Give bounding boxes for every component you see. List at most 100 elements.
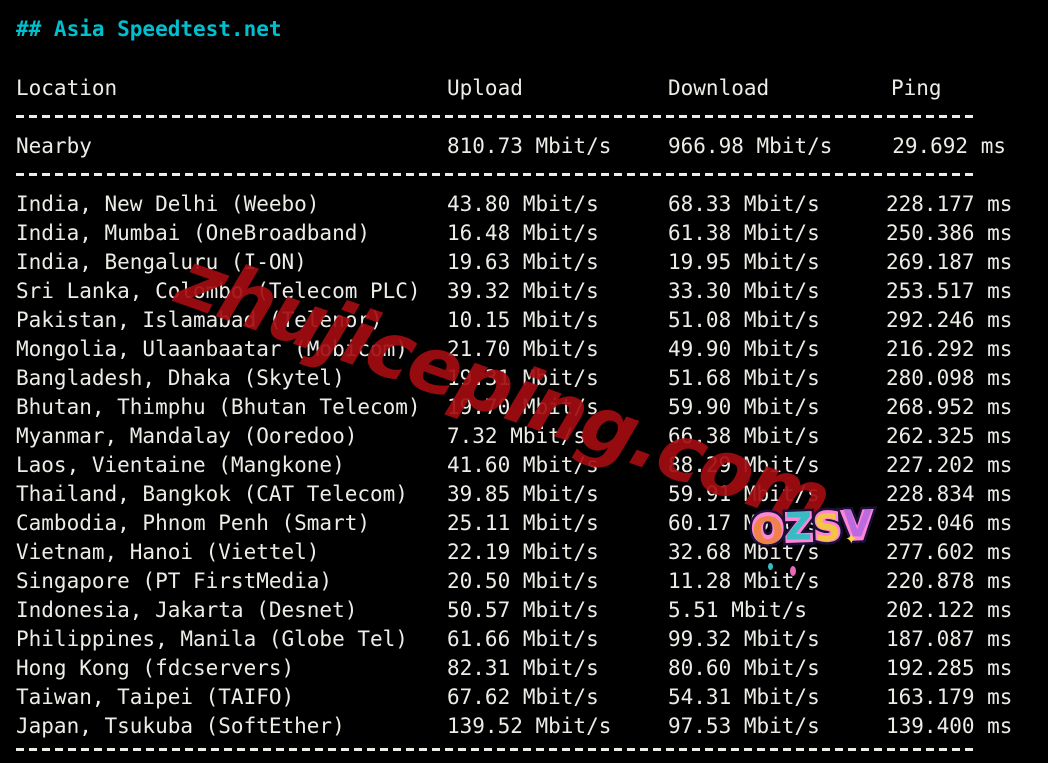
download-cell: 54.31 Mbit/s	[668, 685, 820, 709]
upload-cell: 19.70 Mbit/s	[447, 395, 599, 419]
download-cell: 51.08 Mbit/s	[668, 308, 820, 332]
ping-cell: 268.952 ms	[886, 395, 1013, 419]
download-cell: 60.17 Mbit/s	[668, 511, 820, 535]
upload-cell: 139.52 Mbit/s	[447, 714, 612, 738]
ping-cell: 252.046 ms	[886, 511, 1013, 535]
download-cell: 59.91 Mbit/s	[668, 482, 820, 506]
download-cell: 33.30 Mbit/s	[668, 279, 820, 303]
separator-line	[16, 115, 978, 118]
location-cell: Indonesia, Jakarta (Desnet)	[16, 598, 358, 622]
header-download: Download	[668, 76, 770, 100]
location-cell: Vietnam, Hanoi (Viettel)	[16, 540, 320, 564]
table-row: Mongolia, Ulaanbaatar (Mobicom) 21.70 Mbi…	[0, 335, 1048, 364]
upload-cell: 41.60 Mbit/s	[447, 453, 599, 477]
table-row: Bhutan, Thimphu (Bhutan Telecom) 19.70 Mb…	[0, 393, 1048, 422]
sticker-letter: Z	[785, 505, 815, 549]
ping-cell: 250.386 ms	[886, 221, 1013, 245]
upload-cell: 21.70 Mbit/s	[447, 337, 599, 361]
download-cell: 61.38 Mbit/s	[668, 221, 820, 245]
location-cell: Bangladesh, Dhaka (Skytel)	[16, 366, 345, 390]
table-row: Thailand, Bangkok (CAT Telecom) 39.85 Mbi…	[0, 480, 1048, 509]
location-cell: India, New Delhi (Weebo)	[16, 192, 320, 216]
upload-cell: 61.66 Mbit/s	[447, 627, 599, 651]
upload-cell: 16.48 Mbit/s	[447, 221, 599, 245]
ping-cell: 202.122 ms	[886, 598, 1013, 622]
ping-cell: 216.292 ms	[886, 337, 1013, 361]
ping-cell: 277.602 ms	[886, 540, 1013, 564]
download-cell: 66.38 Mbit/s	[668, 424, 820, 448]
download-cell: 80.60 Mbit/s	[668, 656, 820, 680]
download-cell: 19.95 Mbit/s	[668, 250, 820, 274]
location-cell: Sri Lanka, Colombo (Telecom PLC)	[16, 279, 421, 303]
download-cell: 49.90 Mbit/s	[668, 337, 820, 361]
ping-cell: 227.202 ms	[886, 453, 1013, 477]
download-cell: 59.90 Mbit/s	[668, 395, 820, 419]
upload-cell: 39.32 Mbit/s	[447, 279, 599, 303]
ping-cell: 269.187 ms	[886, 250, 1013, 274]
nearby-row-wrap: Nearby 810.73 Mbit/s 966.98 Mbit/s 29.692 m…	[0, 132, 1048, 161]
download-cell: 99.32 Mbit/s	[668, 627, 820, 651]
download-cell: 68.33 Mbit/s	[668, 192, 820, 216]
ping-cell: 187.087 ms	[886, 627, 1013, 651]
ping-cell: 228.177 ms	[886, 192, 1013, 216]
header-ping: Ping	[891, 76, 942, 100]
ping-cell: 253.517 ms	[886, 279, 1013, 303]
upload-cell: 20.50 Mbit/s	[447, 569, 599, 593]
location-cell: Thailand, Bangkok (CAT Telecom)	[16, 482, 408, 506]
location-cell: Nearby	[16, 134, 92, 158]
download-cell: 32.68 Mbit/s	[668, 540, 820, 564]
ping-cell: 228.834 ms	[886, 482, 1013, 506]
location-cell: Cambodia, Phnom Penh (Smart)	[16, 511, 371, 535]
table-row: India, Mumbai (OneBroadband) 16.48 Mbit/s…	[0, 219, 1048, 248]
ping-cell: 262.325 ms	[886, 424, 1013, 448]
location-cell: Taiwan, Taipei (TAIFO)	[16, 685, 295, 709]
location-cell: Philippines, Manila (Globe Tel)	[16, 627, 408, 651]
location-cell: Mongolia, Ulaanbaatar (Mobicom)	[16, 337, 408, 361]
download-cell: 51.68 Mbit/s	[668, 366, 820, 390]
ping-cell: 292.246 ms	[886, 308, 1013, 332]
ping-cell: 280.098 ms	[886, 366, 1013, 390]
table-row: Sri Lanka, Colombo (Telecom PLC) 39.32 Mb…	[0, 277, 1048, 306]
location-cell: Myanmar, Mandalay (Ooredoo)	[16, 424, 358, 448]
table-row: India, New Delhi (Weebo) 43.80 Mbit/s 68.3…	[0, 190, 1048, 219]
table-row: Pakistan, Islamabad (Telenor) 10.15 Mbit/…	[0, 306, 1048, 335]
ping-cell: 139.400 ms	[886, 714, 1013, 738]
table-body: India, New Delhi (Weebo) 43.80 Mbit/s 68.3…	[0, 190, 1048, 741]
upload-cell: 22.19 Mbit/s	[447, 540, 599, 564]
upload-cell: 82.31 Mbit/s	[447, 656, 599, 680]
separator-line	[16, 173, 978, 176]
table-row: Bangladesh, Dhaka (Skytel) 19.31 Mbit/s 51…	[0, 364, 1048, 393]
location-cell: Pakistan, Islamabad (Telenor)	[16, 308, 383, 332]
table-row: Laos, Vientaine (Mangkone) 41.60 Mbit/s 88…	[0, 451, 1048, 480]
paint-drip	[768, 563, 773, 570]
location-cell: Singapore (PT FirstMedia)	[16, 569, 333, 593]
upload-cell: 25.11 Mbit/s	[447, 511, 599, 535]
header-upload: Upload	[447, 76, 523, 100]
paint-drip	[790, 566, 796, 576]
table-row: Indonesia, Jakarta (Desnet) 50.57 Mbit/s 5…	[0, 596, 1048, 625]
location-cell: Hong Kong (fdcservers)	[16, 656, 295, 680]
upload-cell: 810.73 Mbit/s	[447, 134, 612, 158]
table-row: Philippines, Manila (Globe Tel) 61.66 Mbi…	[0, 625, 1048, 654]
ping-cell: 192.285 ms	[886, 656, 1013, 680]
upload-cell: 19.31 Mbit/s	[447, 366, 599, 390]
header-location: Location	[16, 76, 118, 100]
table-header: Location Upload Download Ping	[0, 74, 1048, 103]
ping-cell: 29.692 ms	[892, 134, 1006, 158]
table-row: Cambodia, Phnom Penh (Smart) 25.11 Mbit/s…	[0, 509, 1048, 538]
section-title: ## Asia Speedtest.net	[16, 17, 282, 41]
ping-cell: 163.179 ms	[886, 685, 1013, 709]
sparkle-icon: ✦	[845, 530, 858, 548]
location-cell: Bhutan, Thimphu (Bhutan Telecom)	[16, 395, 421, 419]
table-row: Japan, Tsukuba (SoftEther) 139.52 Mbit/s 9…	[0, 712, 1048, 741]
upload-cell: 19.63 Mbit/s	[447, 250, 599, 274]
upload-cell: 43.80 Mbit/s	[447, 192, 599, 216]
location-cell: Laos, Vientaine (Mangkone)	[16, 453, 345, 477]
download-cell: 11.28 Mbit/s	[668, 569, 820, 593]
ping-cell: 220.878 ms	[886, 569, 1013, 593]
sticker-letter: S	[812, 505, 845, 551]
location-cell: Japan, Tsukuba (SoftEther)	[16, 714, 345, 738]
sticker-letter: O	[749, 507, 788, 555]
table-row: Taiwan, Taipei (TAIFO) 67.62 Mbit/s 54.31 …	[0, 683, 1048, 712]
